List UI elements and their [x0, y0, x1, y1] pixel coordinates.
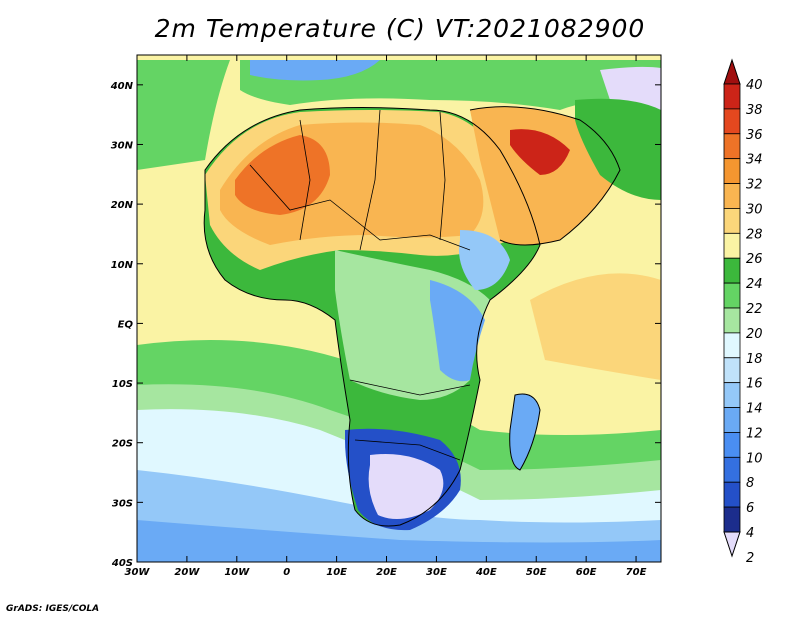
field-south-ocean-deepblue — [137, 520, 661, 562]
lon-tick-label: 20W — [174, 567, 200, 578]
colorbar-label: 36 — [746, 128, 763, 143]
country-border — [359, 109, 381, 251]
field-ethiopian-highlands — [459, 230, 510, 290]
colorbar-label: 16 — [746, 377, 763, 392]
colorbar-label: 24 — [746, 277, 763, 292]
colorbar-swatch — [723, 83, 741, 110]
temperature-field — [137, 55, 661, 562]
colorbar-swatch — [723, 432, 741, 458]
field-east-african-highlands — [430, 280, 485, 382]
field-atlantic-north — [137, 60, 230, 170]
lon-tick-label: 20E — [376, 567, 397, 578]
colorbar-swatch — [723, 282, 741, 309]
axis-ticks — [136, 55, 661, 563]
lon-tick-label: 10W — [224, 567, 250, 578]
colorbar-swatch — [723, 332, 741, 359]
country-border — [299, 119, 311, 241]
chart-title: 2m Temperature (C) VT:2021082900 — [154, 14, 646, 43]
field-madagascar — [509, 394, 540, 470]
lon-tick-label: 30E — [426, 567, 447, 578]
lat-tick-label: 30S — [112, 498, 133, 509]
colorbar-label: 22 — [746, 302, 763, 317]
colorbar-swatch — [723, 158, 741, 184]
colorbar-swatch — [723, 232, 741, 259]
colorbar: 40 38 36 34 32 30 28 26 24 22 20 18 16 14 12 10 8 6 4 2 — [723, 58, 763, 566]
lat-tick-label: 40S — [111, 558, 133, 569]
lat-tick-label: 20N — [111, 200, 134, 211]
lon-tick-label: 50E — [526, 567, 547, 578]
colorbar-label: 8 — [746, 476, 754, 491]
colorbar-label: 10 — [746, 451, 763, 466]
colorbar-swatch — [723, 307, 741, 334]
colorbar-swatch — [723, 506, 741, 533]
colorbar-label: 20 — [746, 327, 763, 342]
colorbar-swatch — [723, 208, 741, 234]
colorbar-swatch — [723, 183, 741, 209]
map-frame — [136, 54, 662, 563]
lon-tick-label: 60E — [576, 567, 597, 578]
credit-text: GrADS: IGES/COLA — [6, 604, 100, 614]
colorbar-label: 12 — [746, 426, 763, 441]
colorbar-label: 28 — [746, 227, 763, 242]
arabia-coastline — [469, 106, 621, 246]
lat-tick-label: 20S — [112, 439, 133, 450]
colorbar-swatch — [723, 481, 741, 508]
africa-coastline — [203, 107, 541, 527]
lon-tick-label: 30W — [125, 567, 151, 578]
field-persian-gulf-hot — [510, 129, 570, 175]
lon-tick-label: 0 — [283, 567, 290, 578]
colorbar-label: 18 — [746, 352, 763, 367]
colorbar-swatch — [723, 133, 741, 160]
lat-tick-label: 10S — [112, 379, 133, 390]
field-indian-ocean-warm — [530, 273, 661, 380]
colorbar-label: 14 — [746, 402, 763, 417]
colorbar-bottom-triangle — [723, 531, 741, 558]
country-border — [249, 164, 471, 251]
lat-tick-label: 30N — [111, 140, 134, 151]
field-south-africa-cold — [368, 454, 444, 519]
colorbar-swatch — [723, 257, 741, 284]
field-europe-cool — [250, 60, 380, 81]
field-western-sahara-hottest — [235, 135, 330, 215]
colorbar-label: 30 — [746, 202, 763, 217]
colorbar-label: 2 — [746, 551, 754, 566]
madagascar-coastline — [509, 393, 541, 471]
field-iran-green — [575, 98, 661, 200]
colorbar-label: 26 — [746, 252, 763, 267]
coastlines — [203, 106, 621, 527]
colorbar-top-triangle — [723, 58, 741, 85]
axis-labels: 30W 20W 10W 0 10E 20E 30E 40E 50E 60E 70E 40N 30N 20N… — [110, 81, 647, 578]
field-arabia — [470, 106, 620, 246]
colorbar-label: 4 — [746, 526, 754, 541]
colorbar-label: 38 — [746, 103, 763, 118]
lat-tick-label: 40N — [110, 81, 134, 92]
colorbar-label: 32 — [746, 178, 763, 193]
colorbar-label: 6 — [746, 501, 754, 516]
country-border — [439, 111, 446, 241]
colorbar-swatch — [723, 357, 741, 384]
colorbar-swatch — [723, 456, 741, 483]
colorbar-swatch — [723, 382, 741, 408]
lat-tick-label: EQ — [118, 319, 134, 330]
colorbar-swatch — [723, 407, 741, 433]
lon-tick-label: 10E — [326, 567, 347, 578]
colorbar-swatch — [723, 108, 741, 135]
colorbar-label: 34 — [746, 153, 763, 168]
colorbar-label: 40 — [746, 78, 763, 93]
country-border — [349, 379, 471, 396]
lon-tick-label: 40E — [475, 567, 497, 578]
country-border — [354, 439, 461, 461]
lon-tick-label: 70E — [626, 567, 647, 578]
lat-tick-label: 10N — [111, 260, 134, 271]
